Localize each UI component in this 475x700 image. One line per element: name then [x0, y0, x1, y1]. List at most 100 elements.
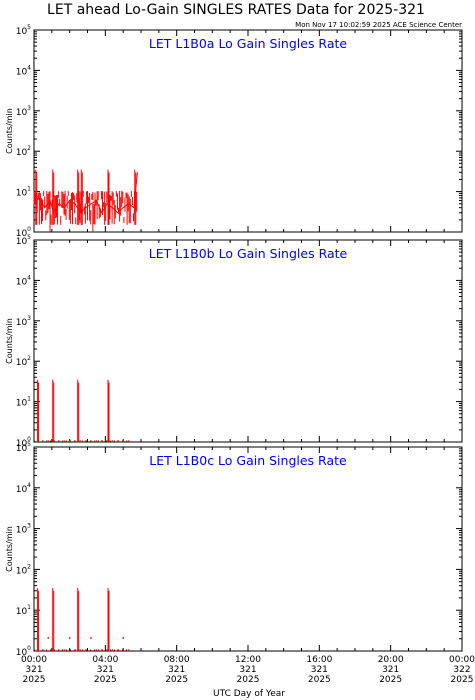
panel-title: LET L1B0b Lo Gain Singles Rate: [149, 246, 348, 261]
data-point: [95, 649, 98, 651]
y-tick-label: 102: [16, 563, 31, 576]
x-tick-label: 321: [25, 665, 42, 675]
plot-frame: [33, 446, 463, 652]
data-point: [122, 440, 124, 442]
panel-3: LET L1B0c Lo Gain Singles Rate Counts/min…: [5, 441, 463, 658]
data-line: [33, 172, 138, 214]
data-point: [117, 649, 119, 651]
data-point: [106, 440, 108, 442]
y-tick-exponent: 5: [27, 441, 31, 448]
x-tick-label: 00:00: [21, 655, 47, 665]
y-tick-label: 104: [16, 482, 31, 495]
panels-group: LET L1B0a Lo Gain Singles Rate Counts/min…: [5, 24, 475, 685]
x-tick-label: 2025: [379, 675, 402, 685]
data-point: [79, 440, 82, 442]
x-tick-label: 04:00: [92, 655, 118, 665]
data-point: [127, 440, 130, 442]
x-tick-labels: 00:00321202504:00321202508:00321202512:0…: [21, 655, 475, 685]
y-tick-exponent: 3: [27, 105, 31, 112]
y-tick-exponent: 3: [27, 315, 31, 322]
y-tick-exponent: 4: [27, 482, 31, 489]
data-point: [68, 637, 71, 639]
y-tick-exponent: 3: [27, 523, 31, 530]
y-tick-label: 102: [16, 355, 31, 368]
y-tick-exponent: 2: [27, 563, 31, 570]
x-tick-label: 321: [239, 665, 256, 675]
y-tick-label: 103: [16, 523, 31, 536]
x-tick-label: 2025: [308, 675, 331, 685]
x-tick-label: 16:00: [306, 655, 332, 665]
y-tick-exponent: 2: [27, 145, 31, 152]
data-point: [47, 637, 50, 639]
y-tick-exponent: 5: [27, 24, 31, 31]
y-tick-exponent: 1: [27, 604, 31, 611]
y-tick-exponent: 0: [27, 226, 31, 233]
y-tick-label: 102: [16, 145, 31, 158]
x-tick-label: 2025: [94, 675, 117, 685]
y-axis-label: Counts/min: [5, 526, 14, 572]
data-point: [68, 440, 71, 442]
x-tick-label: 08:00: [164, 655, 190, 665]
figure-title: LET ahead Lo-Gain SINGLES RATES Data for…: [47, 2, 425, 18]
y-tick-exponent: 5: [27, 234, 31, 241]
data-point: [111, 649, 114, 651]
series-trace: [34, 379, 130, 442]
panel-title: LET L1B0a Lo Gain Singles Rate: [149, 36, 348, 51]
y-tick-exponent: 4: [27, 64, 31, 71]
data-point: [100, 440, 103, 442]
data-point: [74, 649, 76, 651]
x-tick-label: 321: [97, 665, 114, 675]
x-tick-label: 12:00: [235, 655, 261, 665]
data-point: [100, 649, 103, 651]
y-tick-exponent: 0: [27, 645, 31, 652]
data-point: [47, 440, 50, 442]
plot-frame: [33, 29, 463, 233]
panel-1: LET L1B0a Lo Gain Singles Rate Counts/min…: [5, 24, 463, 239]
data-point: [106, 649, 108, 651]
x-tick-label: 321: [168, 665, 185, 675]
data-point: [95, 440, 98, 442]
x-axis-label: UTC Day of Year: [213, 689, 285, 699]
y-tick-label: 101: [16, 396, 31, 409]
y-tick-exponent: 0: [27, 436, 31, 443]
y-axis-label: Counts/min: [5, 108, 14, 154]
series-trace: [34, 588, 130, 651]
y-tick-label: 103: [16, 105, 31, 118]
y-tick-label: 104: [16, 274, 31, 287]
plot-frame: [33, 239, 463, 443]
x-tick-label: 321: [311, 665, 328, 675]
x-tick-label: 00:00: [449, 655, 475, 665]
data-point: [84, 649, 87, 651]
data-point: [63, 649, 66, 651]
y-tick-label: 103: [16, 315, 31, 328]
x-tick-label: 2025: [23, 675, 46, 685]
y-tick-label: 101: [16, 604, 31, 617]
y-tick-exponent: 1: [27, 396, 31, 403]
y-tick-label: 104: [16, 64, 31, 77]
x-tick-label: 321: [382, 665, 399, 675]
y-tick-exponent: 4: [27, 274, 31, 281]
x-tick-label: 2025: [165, 675, 188, 685]
y-axis-label: Counts/min: [5, 318, 14, 364]
panel-title: LET L1B0c Lo Gain Singles Rate: [149, 453, 347, 468]
data-point: [84, 440, 87, 442]
data-point: [127, 649, 130, 651]
y-tick-label: 101: [16, 186, 31, 199]
data-point: [63, 440, 66, 442]
generation-timestamp: Mon Nov 17 10:02:59 2025 ACE Science Cen…: [295, 21, 462, 29]
panel-2: LET L1B0b Lo Gain Singles Rate Counts/min…: [5, 234, 463, 449]
data-point: [74, 440, 76, 442]
x-tick-label: 2025: [237, 675, 260, 685]
x-tick-label: 2025: [451, 675, 474, 685]
data-point: [90, 637, 92, 639]
y-tick-exponent: 1: [27, 186, 31, 193]
data-point: [117, 440, 119, 442]
y-tick-exponent: 2: [27, 355, 31, 362]
data-point: [111, 440, 114, 442]
data-point: [122, 637, 124, 639]
series-trace: [33, 169, 138, 232]
x-tick-label: 322: [453, 665, 470, 675]
y-tick-label: 105: [16, 24, 31, 37]
x-tick-label: 20:00: [378, 655, 404, 665]
